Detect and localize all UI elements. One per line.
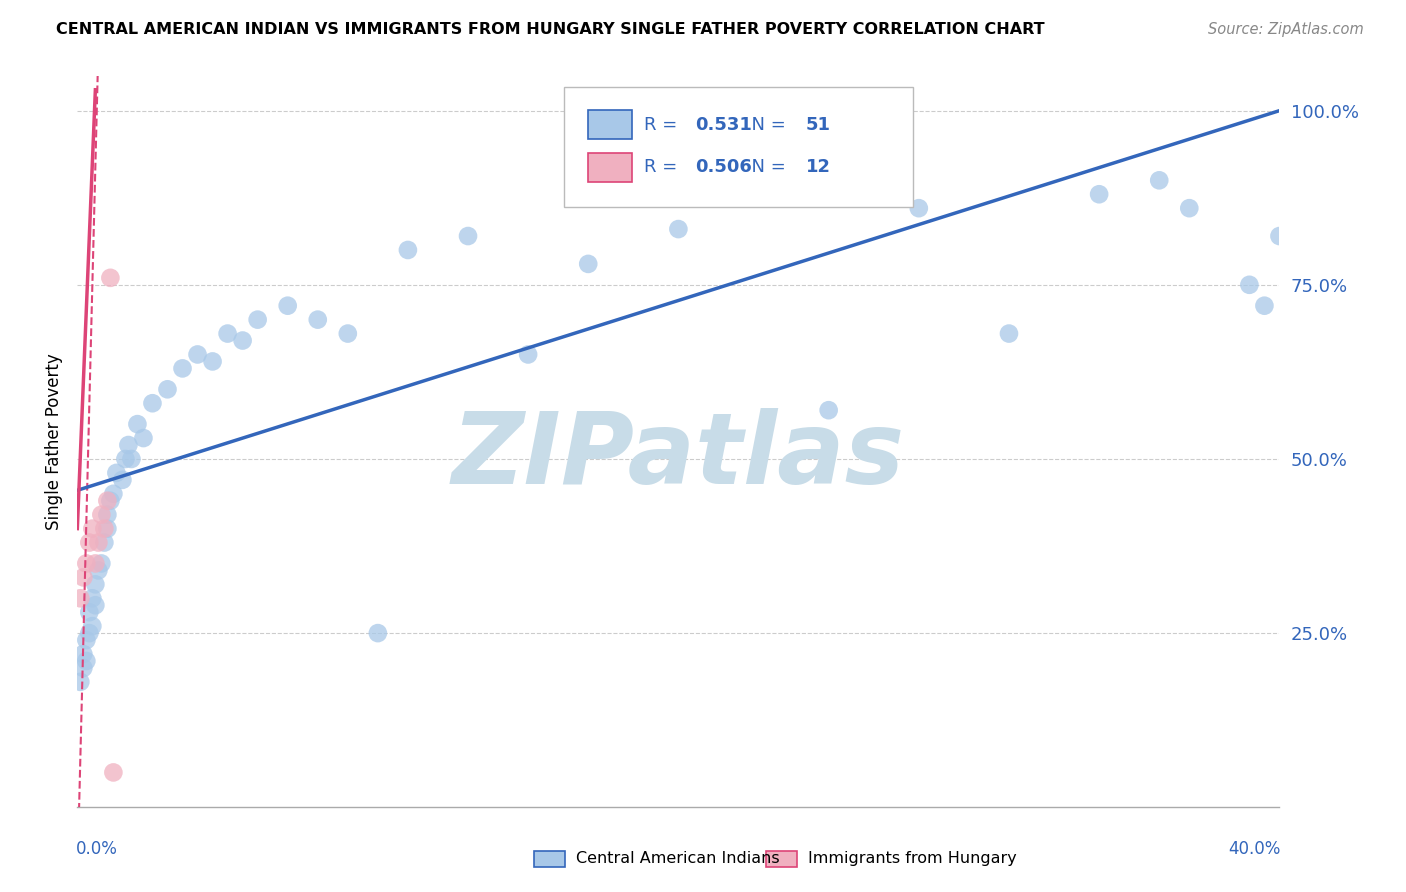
- Text: R =: R =: [644, 116, 682, 134]
- Point: [457, 229, 479, 244]
- Point: [69, 674, 91, 689]
- Point: [277, 299, 299, 313]
- Point: [396, 243, 419, 257]
- Point: [79, 605, 101, 619]
- Point: [186, 347, 209, 361]
- Point: [367, 626, 389, 640]
- Point: [307, 312, 329, 326]
- Text: N =: N =: [740, 158, 792, 177]
- Point: [82, 619, 104, 633]
- Point: [84, 599, 107, 613]
- Point: [668, 222, 690, 236]
- Text: Central American Indians: Central American Indians: [576, 852, 780, 866]
- Point: [87, 535, 110, 549]
- Point: [246, 312, 269, 326]
- Point: [69, 591, 91, 606]
- Point: [72, 661, 94, 675]
- Point: [141, 396, 163, 410]
- Point: [100, 493, 122, 508]
- Point: [156, 382, 179, 396]
- FancyBboxPatch shape: [588, 153, 631, 182]
- Text: ZIPatlas: ZIPatlas: [451, 408, 905, 505]
- Y-axis label: Single Father Poverty: Single Father Poverty: [45, 353, 63, 530]
- Text: N =: N =: [740, 116, 792, 134]
- Point: [132, 431, 155, 445]
- Point: [1268, 229, 1291, 244]
- Text: 0.0%: 0.0%: [76, 840, 118, 858]
- Point: [232, 334, 254, 348]
- Point: [1239, 277, 1261, 292]
- Point: [172, 361, 194, 376]
- Text: 0.531: 0.531: [695, 116, 752, 134]
- Point: [84, 557, 107, 571]
- Point: [120, 452, 142, 467]
- Point: [90, 557, 112, 571]
- Point: [96, 508, 118, 522]
- Point: [96, 522, 118, 536]
- Point: [75, 557, 97, 571]
- Point: [82, 591, 104, 606]
- Point: [908, 201, 931, 215]
- Point: [517, 347, 540, 361]
- Point: [127, 417, 149, 431]
- Point: [217, 326, 239, 341]
- Point: [105, 466, 128, 480]
- Text: CENTRAL AMERICAN INDIAN VS IMMIGRANTS FROM HUNGARY SINGLE FATHER POVERTY CORRELA: CENTRAL AMERICAN INDIAN VS IMMIGRANTS FR…: [56, 22, 1045, 37]
- FancyBboxPatch shape: [588, 111, 631, 139]
- Text: 0.506: 0.506: [695, 158, 752, 177]
- Point: [93, 522, 115, 536]
- Point: [75, 633, 97, 648]
- Point: [336, 326, 359, 341]
- Text: 12: 12: [806, 158, 831, 177]
- Point: [75, 654, 97, 668]
- Text: Immigrants from Hungary: Immigrants from Hungary: [808, 852, 1017, 866]
- Point: [201, 354, 224, 368]
- Point: [100, 270, 122, 285]
- Text: R =: R =: [644, 158, 682, 177]
- Point: [93, 535, 115, 549]
- Point: [72, 570, 94, 584]
- Point: [103, 487, 125, 501]
- Point: [103, 765, 125, 780]
- Point: [1253, 299, 1275, 313]
- Point: [96, 493, 118, 508]
- Point: [82, 522, 104, 536]
- Point: [72, 647, 94, 661]
- Point: [576, 257, 599, 271]
- Point: [817, 403, 839, 417]
- Point: [998, 326, 1021, 341]
- FancyBboxPatch shape: [564, 87, 912, 208]
- Point: [1178, 201, 1201, 215]
- Point: [117, 438, 139, 452]
- Point: [79, 535, 101, 549]
- Point: [84, 577, 107, 591]
- Point: [1149, 173, 1171, 187]
- Text: 40.0%: 40.0%: [1229, 840, 1281, 858]
- Point: [1088, 187, 1111, 202]
- Point: [111, 473, 134, 487]
- Point: [90, 508, 112, 522]
- Point: [79, 626, 101, 640]
- Point: [114, 452, 136, 467]
- Text: 51: 51: [806, 116, 831, 134]
- Point: [87, 563, 110, 577]
- Text: Source: ZipAtlas.com: Source: ZipAtlas.com: [1208, 22, 1364, 37]
